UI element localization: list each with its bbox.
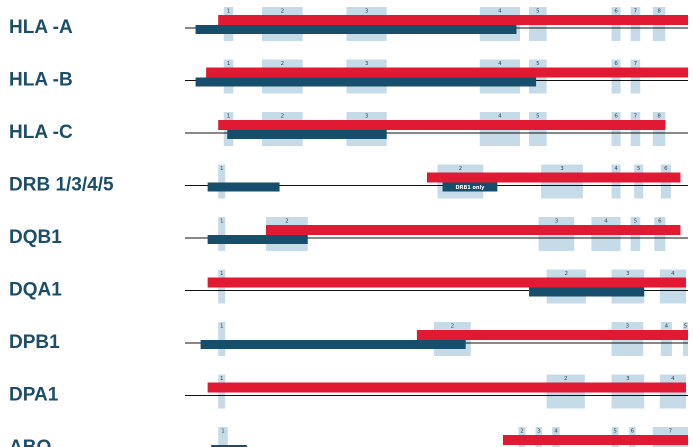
exon-number: 3 [365, 61, 369, 67]
navy-coverage-bar [200, 340, 466, 349]
exon-number: 2 [564, 376, 568, 382]
gene-row-dpa1: DPA1 1 2 3 4 [9, 374, 688, 409]
red-coverage-bar [416, 330, 688, 340]
navy-coverage-bar [227, 130, 387, 139]
red-coverage-bar [207, 382, 686, 393]
exon-number: 4 [614, 166, 618, 172]
exon-number: 1 [220, 219, 224, 225]
exon-number: 7 [634, 61, 638, 67]
exon-number: 5 [536, 114, 540, 120]
exon-number: 3 [626, 324, 630, 330]
exon-number: 8 [657, 9, 661, 15]
exon-number: 5 [613, 429, 617, 435]
red-coverage-bar [207, 277, 686, 288]
navy-coverage-bar [211, 445, 247, 447]
exon-number: 5 [637, 166, 641, 172]
exon-number: 7 [669, 429, 673, 435]
gene-label: HLA -B [9, 70, 73, 91]
exon-number: 1 [227, 61, 231, 67]
gene-label: DPB1 [9, 332, 60, 353]
exon-number: 1 [227, 9, 231, 15]
gene-label: HLA -A [9, 17, 73, 38]
exon-number: 3 [626, 376, 630, 382]
exon-number: 3 [626, 271, 630, 277]
gene-label: ABO [9, 437, 51, 447]
gene-label: DRB 1/3/4/5 [9, 175, 114, 196]
exon-number: 2 [451, 324, 455, 330]
gene-row-drb-1-3-4-5: DRB 1/3/4/5 1 2 3 4 5 6 DRB1 only [9, 164, 688, 199]
red-coverage-bar [218, 120, 666, 130]
exon-number: 2 [285, 219, 289, 225]
gene-row-dqb1: DQB1 1 2 3 4 5 6 [9, 217, 688, 251]
exon-number: 4 [604, 219, 608, 225]
exon-number: 2 [281, 9, 285, 15]
exon-number: 4 [665, 324, 669, 330]
exon-block [218, 164, 226, 199]
exon-number: 5 [536, 61, 540, 67]
gene-row-dpb1: DPB1 1 2 3 4 5 [9, 322, 688, 356]
exon-number: 1 [221, 429, 225, 435]
exon-number: 2 [565, 271, 569, 277]
exon-number: 3 [365, 114, 369, 120]
exon-number: 2 [281, 114, 285, 120]
exon-number: 1 [220, 166, 224, 172]
gene-label: DPA1 [9, 385, 59, 406]
navy-coverage-bar [207, 182, 280, 192]
exon-number: 5 [684, 324, 688, 330]
exon-number: 4 [498, 114, 502, 120]
exon-number: 6 [614, 114, 618, 120]
gene-row-hla-a: HLA -A 1 2 3 4 5 6 7 8 [9, 7, 688, 41]
exon-number: 4 [498, 9, 502, 15]
exon-number: 3 [555, 219, 559, 225]
navy-coverage-bar [207, 235, 308, 244]
exon-number: 2 [459, 166, 463, 172]
exon-number: 1 [220, 376, 224, 382]
exon-block [218, 217, 226, 251]
red-coverage-bar [265, 225, 681, 235]
exon-number: 3 [560, 166, 564, 172]
exon-number: 6 [614, 9, 618, 15]
gene-label: DQA1 [9, 280, 62, 301]
exon-number: 8 [657, 114, 661, 120]
exon-number: 6 [614, 61, 618, 67]
gene-row-abo: ABO 1 2 3 4 5 6 7 [9, 427, 688, 447]
exon-number: 6 [631, 429, 635, 435]
exon-number: 4 [554, 429, 558, 435]
exon-number: 6 [658, 219, 662, 225]
drb1-only-bar [442, 182, 498, 192]
exon-number: 1 [220, 271, 224, 277]
red-coverage-bar [426, 172, 681, 183]
red-coverage-bar [206, 67, 688, 78]
exon-number: 4 [498, 61, 502, 67]
exon-number: 3 [365, 9, 369, 15]
gene-label: DQB1 [9, 227, 62, 248]
red-coverage-bar [502, 435, 688, 445]
exon-number: 4 [671, 271, 675, 277]
gene-row-hla-c: HLA -C 1 2 3 4 5 6 7 8 [9, 112, 688, 146]
drb1-only-label: DRB1 only [455, 185, 485, 191]
red-coverage-bar [218, 15, 688, 25]
exon-number: 6 [664, 166, 668, 172]
exon-number: 7 [634, 9, 638, 15]
exon-block [218, 427, 228, 447]
gene-row-hla-b: HLA -B 1 2 3 4 5 6 7 [9, 59, 688, 94]
navy-coverage-bar [195, 77, 537, 87]
exon-number: 3 [537, 429, 541, 435]
exon-number: 7 [634, 114, 638, 120]
exon-number: 4 [671, 376, 675, 382]
exon-number: 5 [634, 219, 638, 225]
exon-number: 1 [220, 324, 224, 330]
navy-coverage-bar [529, 287, 645, 297]
navy-coverage-bar [195, 25, 517, 34]
exon-number: 5 [536, 9, 540, 15]
exon-number: 2 [281, 61, 285, 67]
exon-number: 2 [520, 429, 524, 435]
gene-row-dqa1: DQA1 1 2 3 4 [9, 269, 688, 304]
gene-label: HLA -C [9, 122, 73, 143]
exon-number: 1 [227, 114, 231, 120]
exon-block [218, 322, 226, 356]
